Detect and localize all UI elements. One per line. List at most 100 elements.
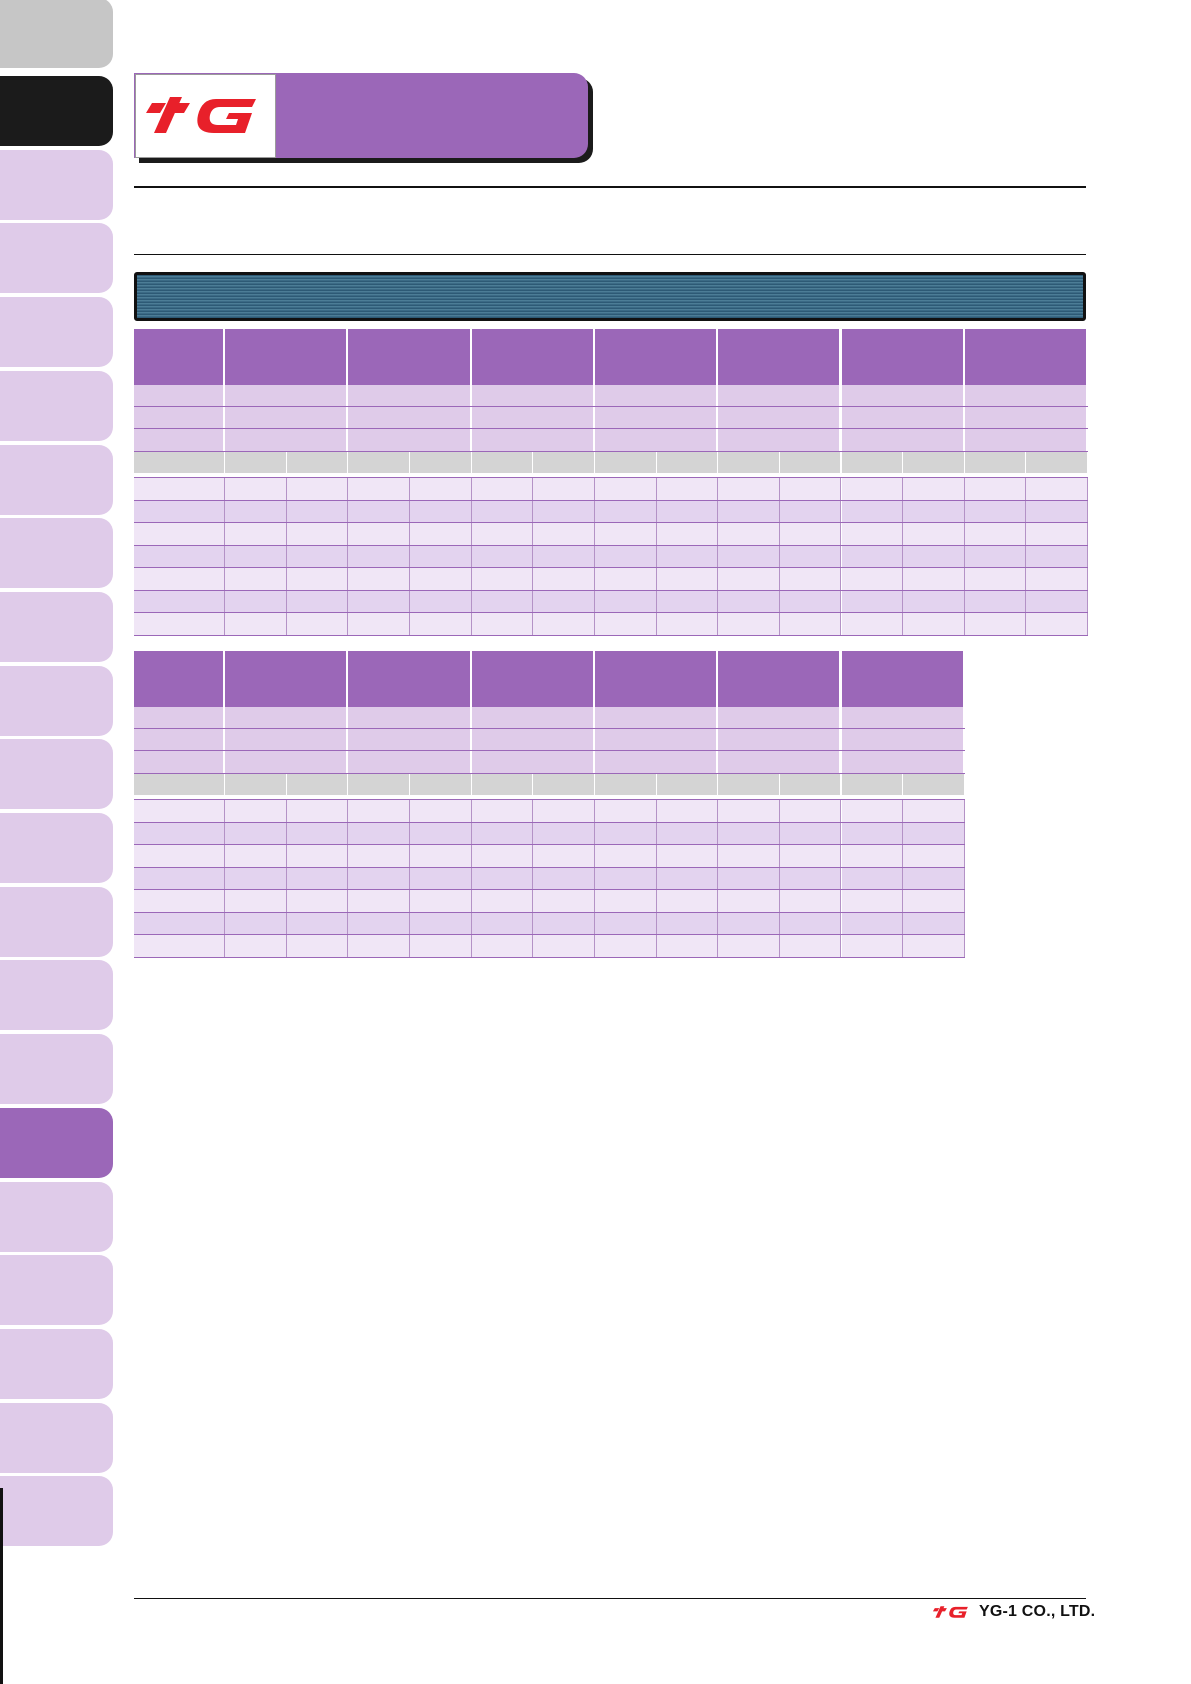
row-divider xyxy=(134,911,965,913)
table-cell xyxy=(903,568,965,590)
table-cell xyxy=(841,822,904,844)
section-tab-8[interactable] xyxy=(0,518,113,589)
band-group-cell xyxy=(225,429,349,451)
table-cell xyxy=(841,523,904,545)
table-cell xyxy=(841,500,904,522)
table-cell xyxy=(779,935,842,957)
header-group-cell xyxy=(841,329,965,385)
table-cell xyxy=(286,613,349,635)
table-header-row xyxy=(134,329,1089,385)
band-group-cell xyxy=(225,751,349,773)
band-label-cell xyxy=(134,751,225,773)
band-divider xyxy=(134,773,965,774)
band-divider xyxy=(134,451,1089,452)
band-group-cell xyxy=(594,751,719,773)
table-cell xyxy=(225,590,287,612)
section-tab-14[interactable] xyxy=(0,960,113,1031)
subheader-label-cell xyxy=(134,452,225,473)
table-cell xyxy=(533,845,595,867)
table-band-row xyxy=(134,707,965,728)
table-cell xyxy=(1026,478,1089,500)
table-row xyxy=(134,867,965,889)
table-cell xyxy=(471,523,534,545)
section-tab-20[interactable] xyxy=(0,1402,113,1473)
band-group-cell xyxy=(964,429,1089,451)
table-cell xyxy=(779,912,842,934)
section-tab-13[interactable] xyxy=(0,886,113,957)
section-tab-12[interactable] xyxy=(0,813,113,883)
table-cell xyxy=(903,500,965,522)
section-tab-16[interactable] xyxy=(0,1107,113,1178)
section-tab-9[interactable] xyxy=(0,591,113,662)
header-group-cell xyxy=(348,329,472,385)
table-cell xyxy=(656,822,719,844)
section-tab-1[interactable] xyxy=(0,0,113,68)
row-divider xyxy=(134,567,1089,568)
section-tab-10[interactable] xyxy=(0,665,113,736)
table-cell xyxy=(471,845,534,867)
table-row xyxy=(134,822,965,844)
table-cell xyxy=(656,590,719,612)
table-band-row xyxy=(134,385,1089,406)
table-cell xyxy=(718,890,780,912)
table-cell xyxy=(348,912,410,934)
table-cell xyxy=(779,613,842,635)
section-tab-3[interactable] xyxy=(0,149,113,220)
section-tab-5[interactable] xyxy=(0,297,113,368)
table-cell xyxy=(594,800,657,822)
table-cell xyxy=(533,867,595,889)
table-cell xyxy=(656,867,719,889)
row-divider xyxy=(134,634,1089,636)
band-divider xyxy=(134,428,1089,429)
table-cell xyxy=(718,568,780,590)
table-header-row xyxy=(134,651,965,707)
section-tab-15[interactable] xyxy=(0,1034,113,1105)
band-group-cell xyxy=(841,429,965,451)
table-cell xyxy=(409,568,472,590)
table-cell xyxy=(225,935,287,957)
table-cell xyxy=(718,912,780,934)
section-tab-7[interactable] xyxy=(0,444,113,515)
table-cell xyxy=(225,822,287,844)
row-label-cell xyxy=(134,568,225,590)
section-tab-17[interactable] xyxy=(0,1181,113,1252)
section-banner xyxy=(134,272,1086,321)
table-cell xyxy=(533,912,595,934)
section-tab-18[interactable] xyxy=(0,1255,113,1326)
table-band-row xyxy=(134,729,965,750)
section-tab-19[interactable] xyxy=(0,1328,113,1399)
table-cell xyxy=(286,822,349,844)
table-cell xyxy=(594,523,657,545)
row-label-cell xyxy=(134,912,225,934)
band-group-cell xyxy=(594,729,719,750)
table-cell xyxy=(471,912,534,934)
company-name: YG-1 CO., LTD. xyxy=(979,1603,1096,1620)
table-cell xyxy=(903,590,965,612)
table-cell xyxy=(348,935,410,957)
section-tab-21[interactable] xyxy=(0,1476,113,1547)
table-cell xyxy=(471,935,534,957)
subheader-cell xyxy=(656,774,719,795)
table-cell xyxy=(409,845,472,867)
table-cell xyxy=(903,867,965,889)
table-cell xyxy=(471,590,534,612)
subheader-cell xyxy=(779,774,842,795)
section-tab-11[interactable] xyxy=(0,739,113,810)
band-group-cell xyxy=(348,385,472,406)
header-group-cell xyxy=(471,329,595,385)
table-cell xyxy=(841,867,904,889)
table-cell xyxy=(1026,613,1089,635)
table-cell xyxy=(779,500,842,522)
table-cell xyxy=(533,613,595,635)
table-row xyxy=(134,890,965,912)
table-cell xyxy=(348,590,410,612)
table-cell xyxy=(225,545,287,567)
table-cell xyxy=(718,845,780,867)
band-group-cell xyxy=(841,751,965,773)
section-tab-2[interactable] xyxy=(0,76,113,146)
section-tab-4[interactable] xyxy=(0,223,113,294)
table-cell xyxy=(656,478,719,500)
table-cell xyxy=(348,568,410,590)
section-tab-6[interactable] xyxy=(0,370,113,441)
table-cell xyxy=(533,590,595,612)
